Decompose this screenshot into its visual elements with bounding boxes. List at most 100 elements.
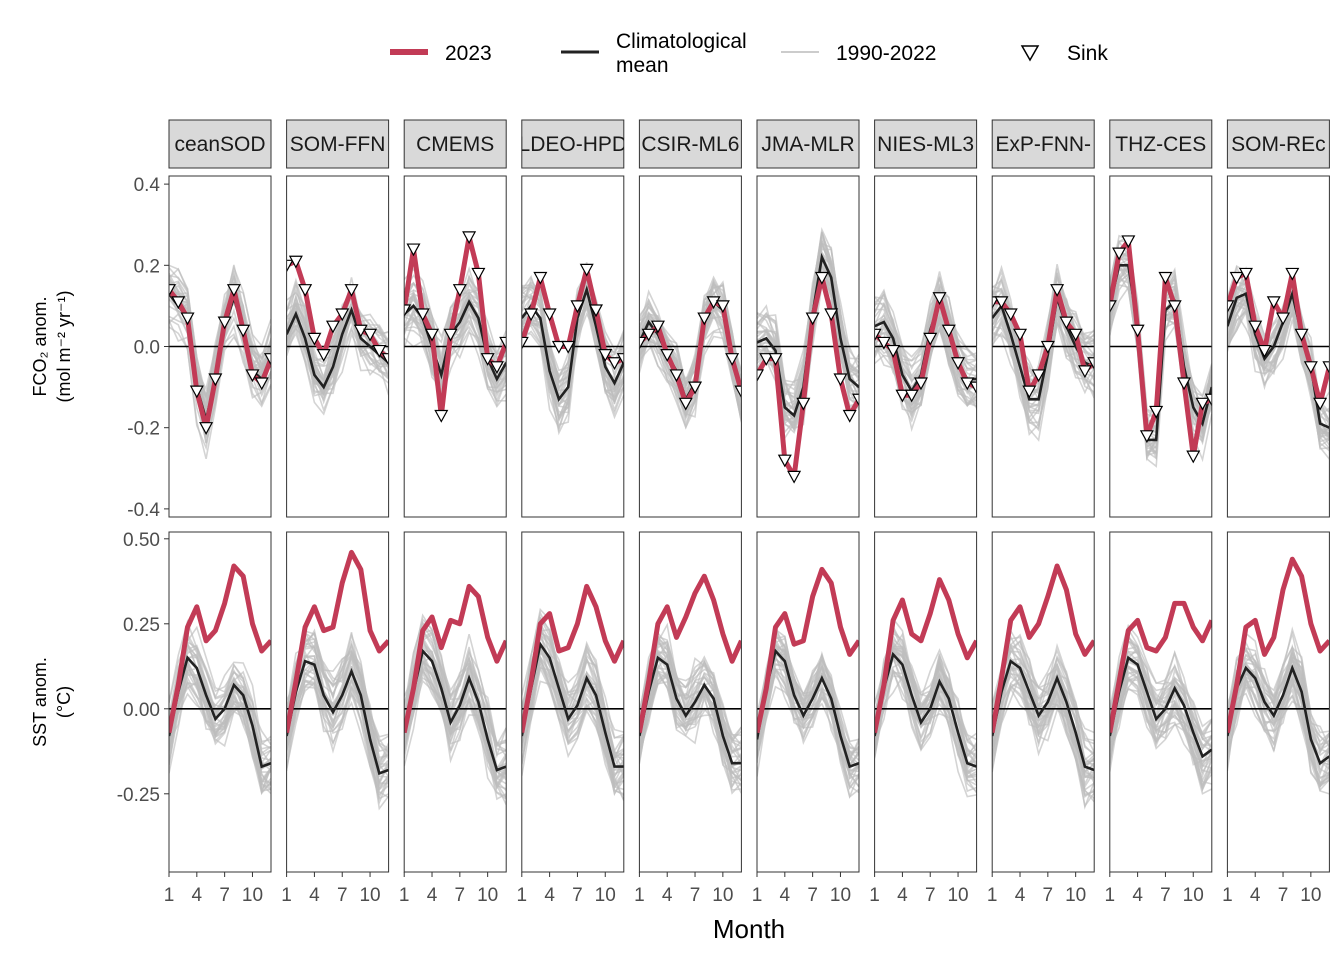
- y-axis-title-line: (°C): [54, 686, 74, 718]
- sink-marker: [1068, 328, 1083, 342]
- x-tick-label: 4: [1132, 885, 1143, 906]
- sink-marker: [169, 284, 177, 297]
- sink-marker: [325, 320, 340, 334]
- facet-strip-label: NIES-ML3: [877, 133, 974, 156]
- panel-plot-area: [992, 563, 1095, 810]
- x-tick-label: 1: [281, 885, 292, 906]
- series-1990-2022-line: [874, 669, 977, 793]
- series-clim-line: [521, 640, 624, 768]
- x-tick-label: 1: [399, 885, 410, 906]
- panel-plot-area: [757, 566, 859, 800]
- series-1990-2022-line: [521, 304, 624, 409]
- panel-border: [991, 531, 1095, 873]
- series-clim-line: [404, 648, 507, 772]
- facet-strip: [168, 119, 272, 169]
- series-1990-2022-line: [1227, 310, 1330, 460]
- series-1990-2022-line: [521, 665, 624, 801]
- sink-marker: [1031, 369, 1046, 383]
- x-tick-label: 7: [1278, 885, 1289, 906]
- x-tick-label: 10: [242, 885, 263, 906]
- facet-strip-label: ExP-FNN-: [995, 133, 1091, 156]
- series-1990-2022-line: [992, 664, 1095, 784]
- sink-marker: [725, 353, 740, 366]
- legend-label-2023: 2023: [445, 42, 492, 65]
- x-tick-label: 4: [544, 885, 555, 906]
- x-tick-label: 10: [712, 885, 733, 906]
- x-tick-label: 4: [662, 885, 673, 906]
- sink-marker: [1229, 271, 1244, 285]
- facet-strip-label: ceanSOD: [174, 133, 265, 156]
- sink-marker: [876, 336, 891, 350]
- sink-marker: [353, 324, 368, 338]
- sink-marker: [895, 389, 910, 403]
- series-1990-2022-line: [992, 650, 1095, 768]
- facet-strip-label: THZ-CES: [1115, 133, 1206, 156]
- x-tick-label: 7: [572, 885, 583, 906]
- x-tick-label: 10: [1183, 885, 1204, 906]
- sink-marker: [533, 271, 548, 285]
- series-clim-line: [169, 655, 271, 769]
- sink-marker: [372, 344, 387, 358]
- panel-border: [286, 531, 390, 873]
- facet-9: THZ-CES 1 4 7 10: [1105, 119, 1213, 906]
- sink-marker: [796, 397, 811, 411]
- sink-marker: [307, 332, 322, 346]
- facet-3: CMEMS 1 4 7 10: [399, 119, 507, 906]
- series-1990-2022-line: [639, 326, 742, 430]
- sink-marker: [697, 312, 712, 326]
- facet-strip: [403, 119, 507, 169]
- legend-label-sink: Sink: [1067, 42, 1108, 65]
- series-clim-line: [1227, 664, 1330, 766]
- sink-marker: [814, 271, 829, 285]
- sink-marker: [226, 284, 241, 297]
- sink-marker: [824, 308, 839, 322]
- y-axis-title-row2: SST anom. (°C): [30, 657, 74, 747]
- panel-border: [638, 531, 742, 873]
- panel-border: [874, 175, 978, 518]
- sink-marker: [960, 377, 975, 391]
- sink-marker: [1266, 296, 1281, 310]
- series-1990-2022-line: [757, 231, 859, 384]
- sink-marker: [688, 381, 703, 395]
- sink-marker: [1013, 328, 1028, 342]
- x-tick-label: 7: [337, 885, 348, 906]
- x-tick-label: 7: [455, 885, 466, 906]
- series-2023-line: [992, 563, 1095, 734]
- sink-marker: [1285, 267, 1300, 281]
- x-tick-label: 1: [517, 885, 528, 906]
- x-tick-label: 7: [925, 885, 936, 906]
- x-tick-label: 1: [1222, 885, 1233, 906]
- x-tick-label: 4: [309, 885, 320, 906]
- sink-marker: [298, 284, 313, 297]
- sink-marker: [1158, 271, 1173, 285]
- sink-marker: [833, 373, 848, 387]
- sink-marker: [579, 263, 594, 277]
- sink-marker: [805, 312, 820, 326]
- panel-plot-area: [639, 573, 742, 795]
- panel-plot-area: [1109, 600, 1212, 795]
- facet-8: ExP-FNN- 1 4 7 10: [987, 119, 1095, 906]
- x-tick-label: 4: [427, 885, 438, 906]
- series-1990-2022-line: [286, 324, 389, 413]
- facet-4: LDEO-HPD 1 4 7 10: [517, 119, 625, 906]
- sink-marker: [524, 308, 539, 322]
- series-clim-line: [286, 659, 389, 776]
- panel-border: [403, 175, 507, 518]
- sink-marker: [1149, 405, 1164, 419]
- series-clim-line: [639, 655, 742, 765]
- y-tick-label: 0.00: [123, 700, 160, 721]
- sink-marker: [570, 300, 585, 314]
- y-tick-label: -0.25: [117, 785, 160, 806]
- sink-marker: [1112, 247, 1127, 261]
- facet-strip-label: CMEMS: [416, 133, 494, 156]
- facet-strip-label: SOM-REc: [1231, 133, 1326, 156]
- panel-plot-area: [757, 227, 859, 484]
- panel-plot-area: [1227, 264, 1330, 460]
- series-1990-2022-line: [286, 300, 389, 388]
- panel-border: [403, 531, 507, 873]
- x-tick-label: 7: [1160, 885, 1171, 906]
- sink-marker: [1121, 235, 1136, 249]
- sink-marker: [913, 377, 928, 391]
- sink-marker: [189, 385, 204, 399]
